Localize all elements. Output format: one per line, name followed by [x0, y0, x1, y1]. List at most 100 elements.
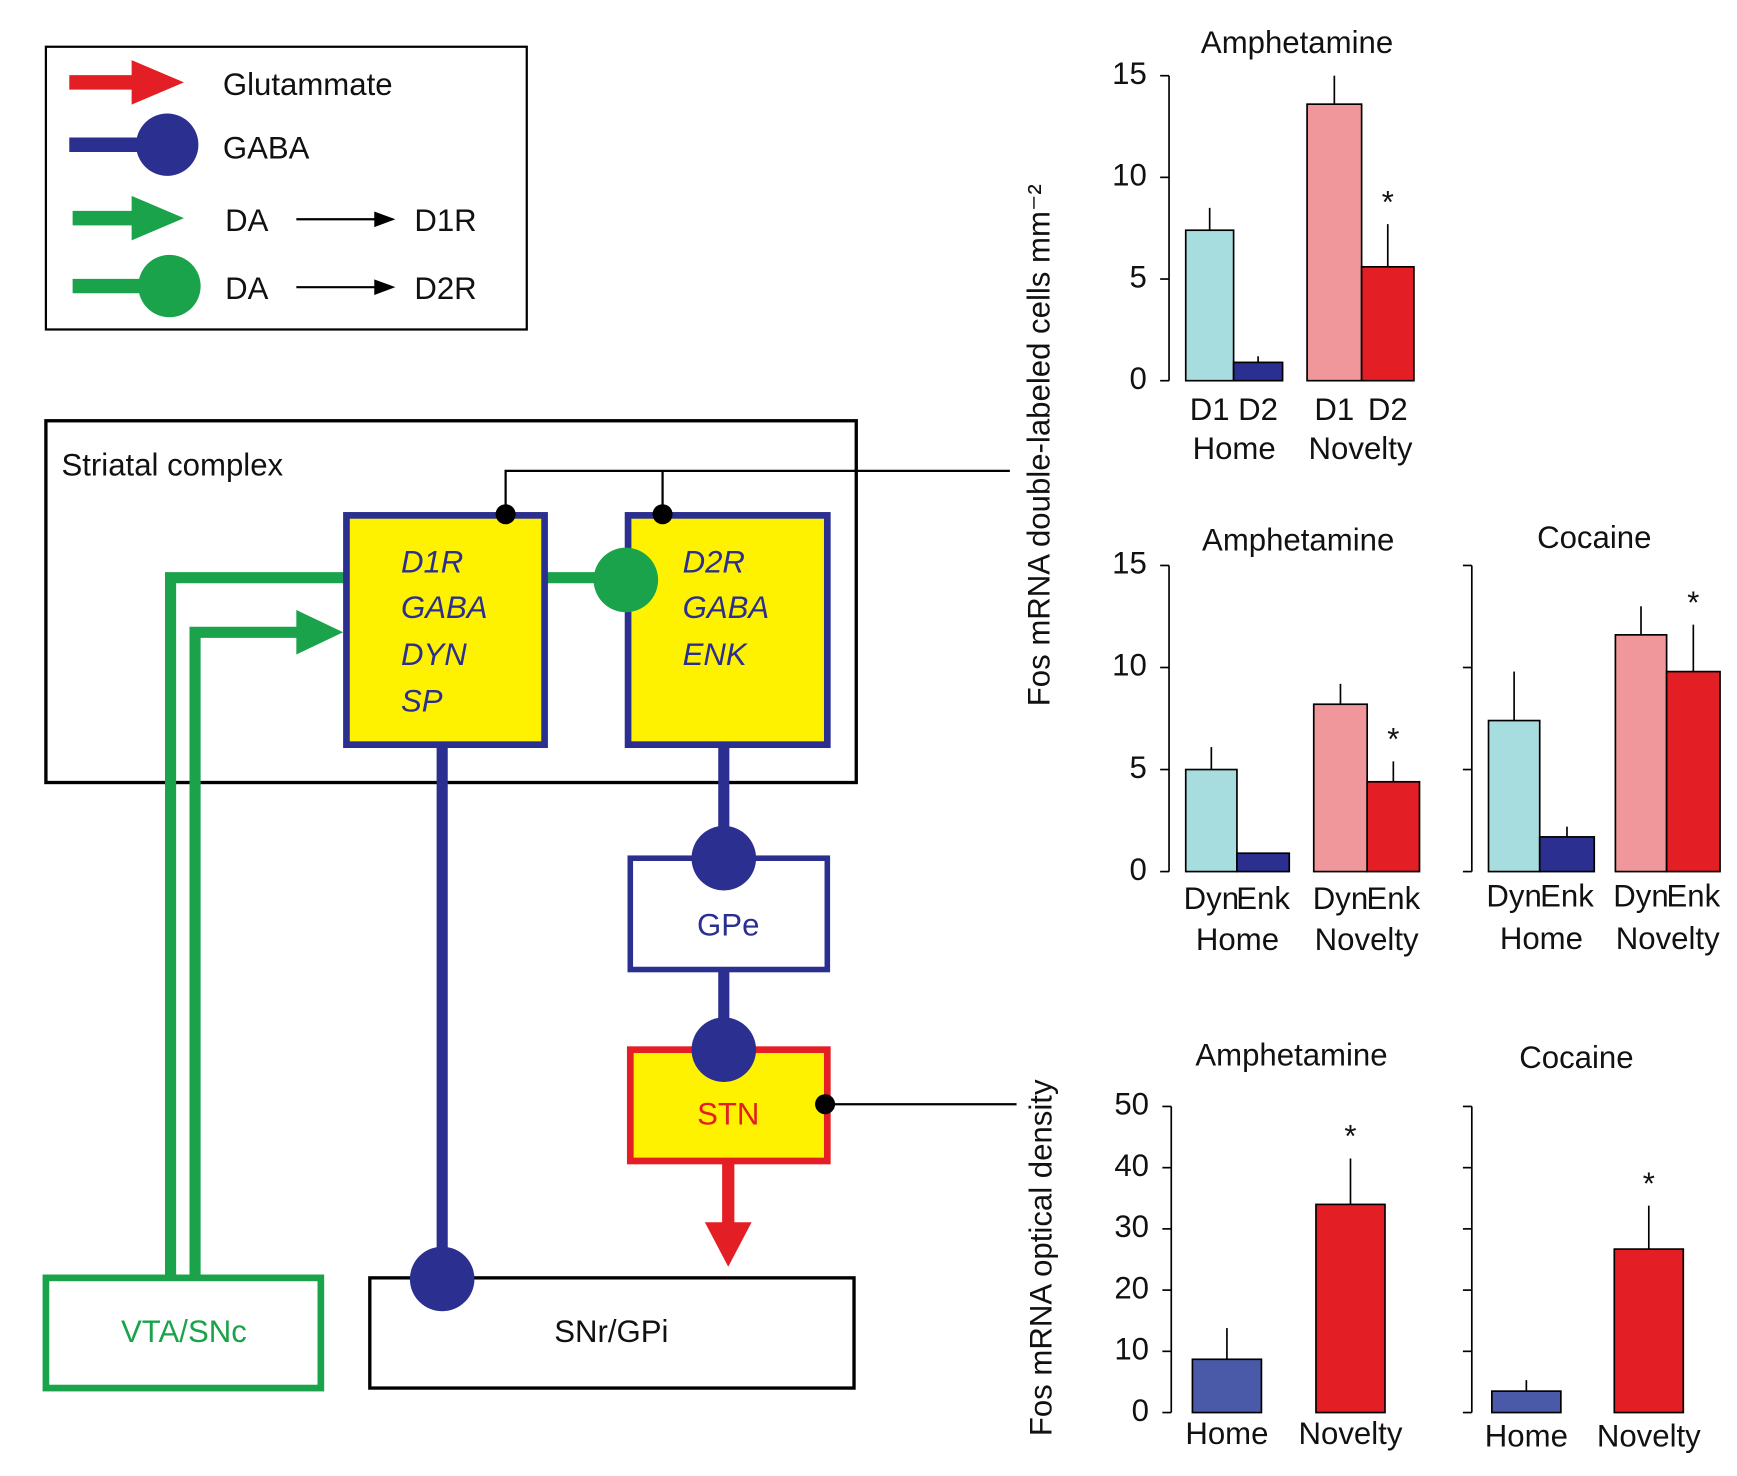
gaba-ball [136, 113, 199, 176]
bar [1312, 703, 1369, 873]
group-label: Novelty [1309, 431, 1413, 466]
x-tick-label: D1 [1190, 392, 1230, 427]
x-tick-label: Novelty [1299, 1416, 1403, 1451]
bar [1306, 103, 1363, 382]
x-tick-label: Home [1485, 1418, 1568, 1453]
vta-label: VTA/SNc [121, 1314, 247, 1349]
legend-label: Glutammate [223, 67, 393, 102]
d1-label: GABA [401, 590, 488, 625]
d1-label: DYN [401, 637, 467, 672]
y-tick-label: 5 [1129, 750, 1146, 785]
bar [1665, 670, 1721, 873]
link [504, 469, 1010, 515]
bar [1232, 361, 1284, 382]
glutamate-head [131, 60, 184, 105]
bar [1184, 768, 1238, 873]
bar [1315, 1203, 1386, 1414]
legend-label: D1R [414, 203, 476, 238]
x-tick-label: Dyn [1313, 881, 1368, 916]
y-tick-label: 15 [1112, 546, 1147, 581]
glutamate-head [704, 1222, 752, 1267]
x-tick-label: Enk [1236, 881, 1290, 916]
legend-label: DA [225, 203, 269, 238]
chart-title: Cocaine [1519, 1040, 1633, 1075]
y-tick-label: 15 [1112, 56, 1147, 91]
significance-marker: * [1387, 722, 1399, 757]
da-path [165, 572, 347, 1278]
y-tick-label: 10 [1112, 158, 1147, 193]
dot [495, 504, 516, 525]
x-tick-label: D2 [1238, 392, 1278, 427]
significance-marker: * [1687, 585, 1699, 620]
y-tick-label: 10 [1112, 648, 1147, 683]
x-tick-label: Dyn [1613, 879, 1668, 914]
striatum-box [44, 419, 858, 785]
da-head [131, 195, 184, 241]
x-tick-label: Novelty [1597, 1418, 1701, 1453]
group-label: Home [1196, 922, 1279, 957]
bar [1613, 1248, 1685, 1414]
x-tick-label: Enk [1366, 881, 1420, 916]
significance-marker: * [1344, 1119, 1356, 1154]
significance-marker: * [1643, 1166, 1655, 1201]
circuit: Striatal complex D1R GABA DYN SP D2R GAB… [42, 419, 1017, 1392]
x-tick-label: Dyn [1486, 879, 1541, 914]
da-head [296, 609, 344, 655]
legend: Glutammate GABA DA D1R DA D2R [44, 45, 528, 331]
snr-label: SNr/GPi [554, 1314, 668, 1349]
y-tick-label: 0 [1129, 361, 1146, 396]
striatum-label: Striatal complex [61, 448, 283, 483]
arrow-head [374, 211, 396, 228]
bar [1236, 852, 1291, 873]
gaba-ball [691, 1017, 757, 1082]
y-tick-label: 10 [1114, 1332, 1149, 1367]
y-tick-label: 30 [1114, 1209, 1149, 1244]
bar [1614, 634, 1668, 873]
d2-label: D2R [683, 545, 745, 580]
legend-box [44, 45, 528, 331]
da-ball [138, 254, 201, 318]
bar [1491, 1390, 1562, 1414]
bar [1538, 836, 1596, 873]
y-tick-label: 20 [1114, 1270, 1149, 1305]
dot [815, 1094, 836, 1115]
x-tick-label: Enk [1540, 879, 1594, 914]
x-tick-label: Home [1185, 1416, 1268, 1451]
gaba-ball [691, 825, 757, 891]
y-axis-label: Fos mRNA double-labeled cells mm⁻² [1021, 184, 1056, 706]
arrow-head [374, 279, 396, 295]
group-label: Home [1193, 431, 1276, 466]
gaba-ball [409, 1246, 475, 1312]
group-label: Home [1500, 921, 1583, 956]
bar [1360, 265, 1415, 382]
d2-label: GABA [683, 590, 770, 625]
legend-label: D2R [414, 271, 476, 306]
x-tick-label: Dyn [1184, 881, 1239, 916]
d2-label: ENK [683, 637, 748, 672]
legend-label: DA [225, 271, 269, 306]
d1-box [343, 512, 548, 749]
d2-box [624, 512, 831, 749]
y-axis-label: Fos mRNA optical density [1023, 1079, 1058, 1436]
chart-title: Amphetamine [1195, 1038, 1387, 1073]
significance-marker: * [1382, 184, 1394, 219]
bar [1191, 1358, 1263, 1414]
da-ball [593, 547, 659, 613]
dot [652, 504, 673, 525]
da-path [189, 626, 301, 1278]
stn-label: STN [697, 1097, 759, 1132]
chart-title: Amphetamine [1202, 522, 1394, 557]
d1-label: D1R [401, 545, 463, 580]
bar [1184, 229, 1235, 382]
y-tick-label: 50 [1114, 1087, 1149, 1122]
vta-box [42, 1274, 325, 1392]
y-tick-label: 0 [1132, 1393, 1149, 1428]
group-label: Novelty [1315, 922, 1419, 957]
chart-title: Amphetamine [1201, 25, 1393, 60]
y-tick-label: 40 [1114, 1148, 1149, 1183]
x-tick-label: D1 [1314, 392, 1354, 427]
x-tick-label: Enk [1666, 879, 1720, 914]
chart-title: Cocaine [1537, 520, 1651, 555]
group-label: Novelty [1616, 921, 1720, 956]
